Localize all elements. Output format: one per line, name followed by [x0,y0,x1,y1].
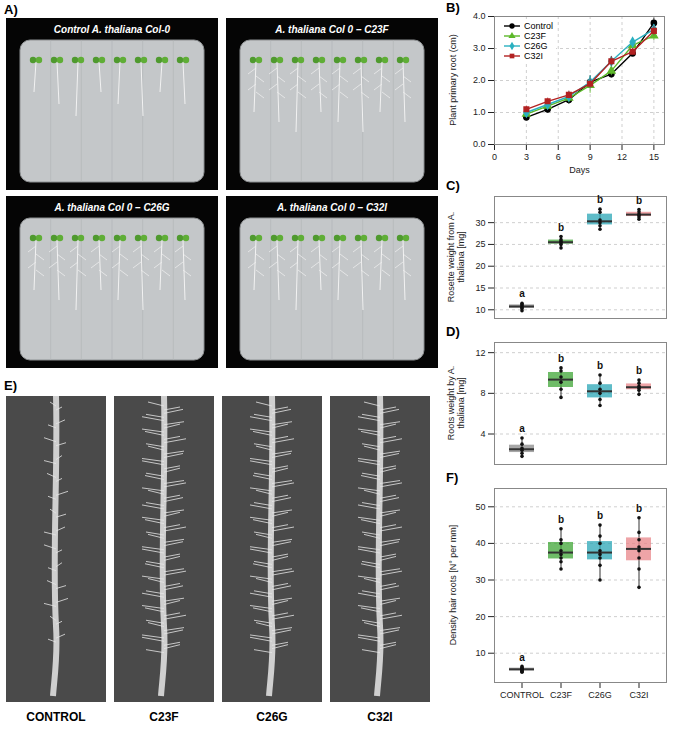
html-text:Control: Control [524,21,553,31]
html-text:C26G: C26G [524,41,548,51]
svg-text:40: 40 [475,538,485,548]
svg-text:CONTROL: CONTROL [500,690,544,700]
html-text:C32I: C32I [367,710,393,724]
svg-text:9: 9 [588,152,593,162]
svg-text:thaliana [mg]: thaliana [mg] [456,231,466,283]
svg-text:8: 8 [480,388,485,398]
html-text:F): F) [446,470,459,485]
svg-text:a: a [519,423,525,434]
svg-text:A. thaliana Col 0 – C23F: A. thaliana Col 0 – C23F [274,24,389,35]
svg-text:b: b [636,365,642,376]
svg-text:b: b [597,510,603,521]
html-text:B): B) [446,0,460,15]
html-text:C): C) [446,178,460,193]
svg-text:6: 6 [556,152,561,162]
svg-text:b: b [558,353,564,364]
svg-text:15: 15 [649,152,659,162]
svg-text:25: 25 [475,239,485,249]
html-text:C23F: C23F [149,710,179,724]
svg-text:thaliana [mg]: thaliana [mg] [456,377,466,429]
svg-text:b: b [636,503,642,514]
html-text:E): E) [4,378,17,393]
svg-text:20: 20 [475,261,485,271]
svg-text:1.0: 1.0 [473,107,486,117]
svg-text:12: 12 [475,348,485,358]
svg-text:C26G: C26G [588,690,612,700]
svg-text:a: a [519,288,525,299]
svg-text:Roots weight by A.: Roots weight by A. [446,366,456,441]
svg-text:b: b [636,195,642,206]
svg-text:12: 12 [617,152,627,162]
svg-text:b: b [597,194,603,205]
svg-text:10: 10 [475,648,485,658]
svg-text:A. thaliana Col 0 – C26G: A. thaliana Col 0 – C26G [53,202,169,213]
svg-text:C23F: C23F [550,690,573,700]
svg-text:2.0: 2.0 [473,75,486,85]
svg-text:C32I: C32I [629,690,648,700]
svg-text:b: b [597,360,603,371]
svg-text:Density hair roots [N° per mm]: Density hair roots [N° per mm] [448,525,458,646]
svg-text:30: 30 [475,575,485,585]
svg-text:b: b [558,222,564,233]
svg-text:Rosette weight from A.: Rosette weight from A. [446,212,456,303]
html-text:C32I: C32I [524,51,543,61]
svg-text:3.0: 3.0 [473,43,486,53]
html-text:C26G: C26G [256,710,288,724]
html-text:D): D) [446,324,460,339]
html-text:CONTROL: CONTROL [26,710,86,724]
svg-text:A. thaliana Col 0 – C32I: A. thaliana Col 0 – C32I [276,202,387,213]
svg-text:4: 4 [480,429,485,439]
svg-text:Control A. thaliana Col-0: Control A. thaliana Col-0 [54,24,171,35]
svg-text:0: 0 [492,152,497,162]
html-text:A): A) [4,2,18,17]
svg-text:4.0: 4.0 [473,11,486,21]
svg-text:20: 20 [475,611,485,621]
svg-text:Days: Days [569,165,590,175]
html-text:C23F: C23F [524,31,546,41]
svg-text:Plant primary root (cm): Plant primary root (cm) [448,34,458,126]
svg-text:0.0: 0.0 [473,139,486,149]
svg-text:3: 3 [524,152,529,162]
svg-text:10: 10 [475,305,485,315]
svg-text:30: 30 [475,218,485,228]
svg-text:50: 50 [475,502,485,512]
svg-text:b: b [558,514,564,525]
svg-text:a: a [519,652,525,663]
svg-text:15: 15 [475,283,485,293]
